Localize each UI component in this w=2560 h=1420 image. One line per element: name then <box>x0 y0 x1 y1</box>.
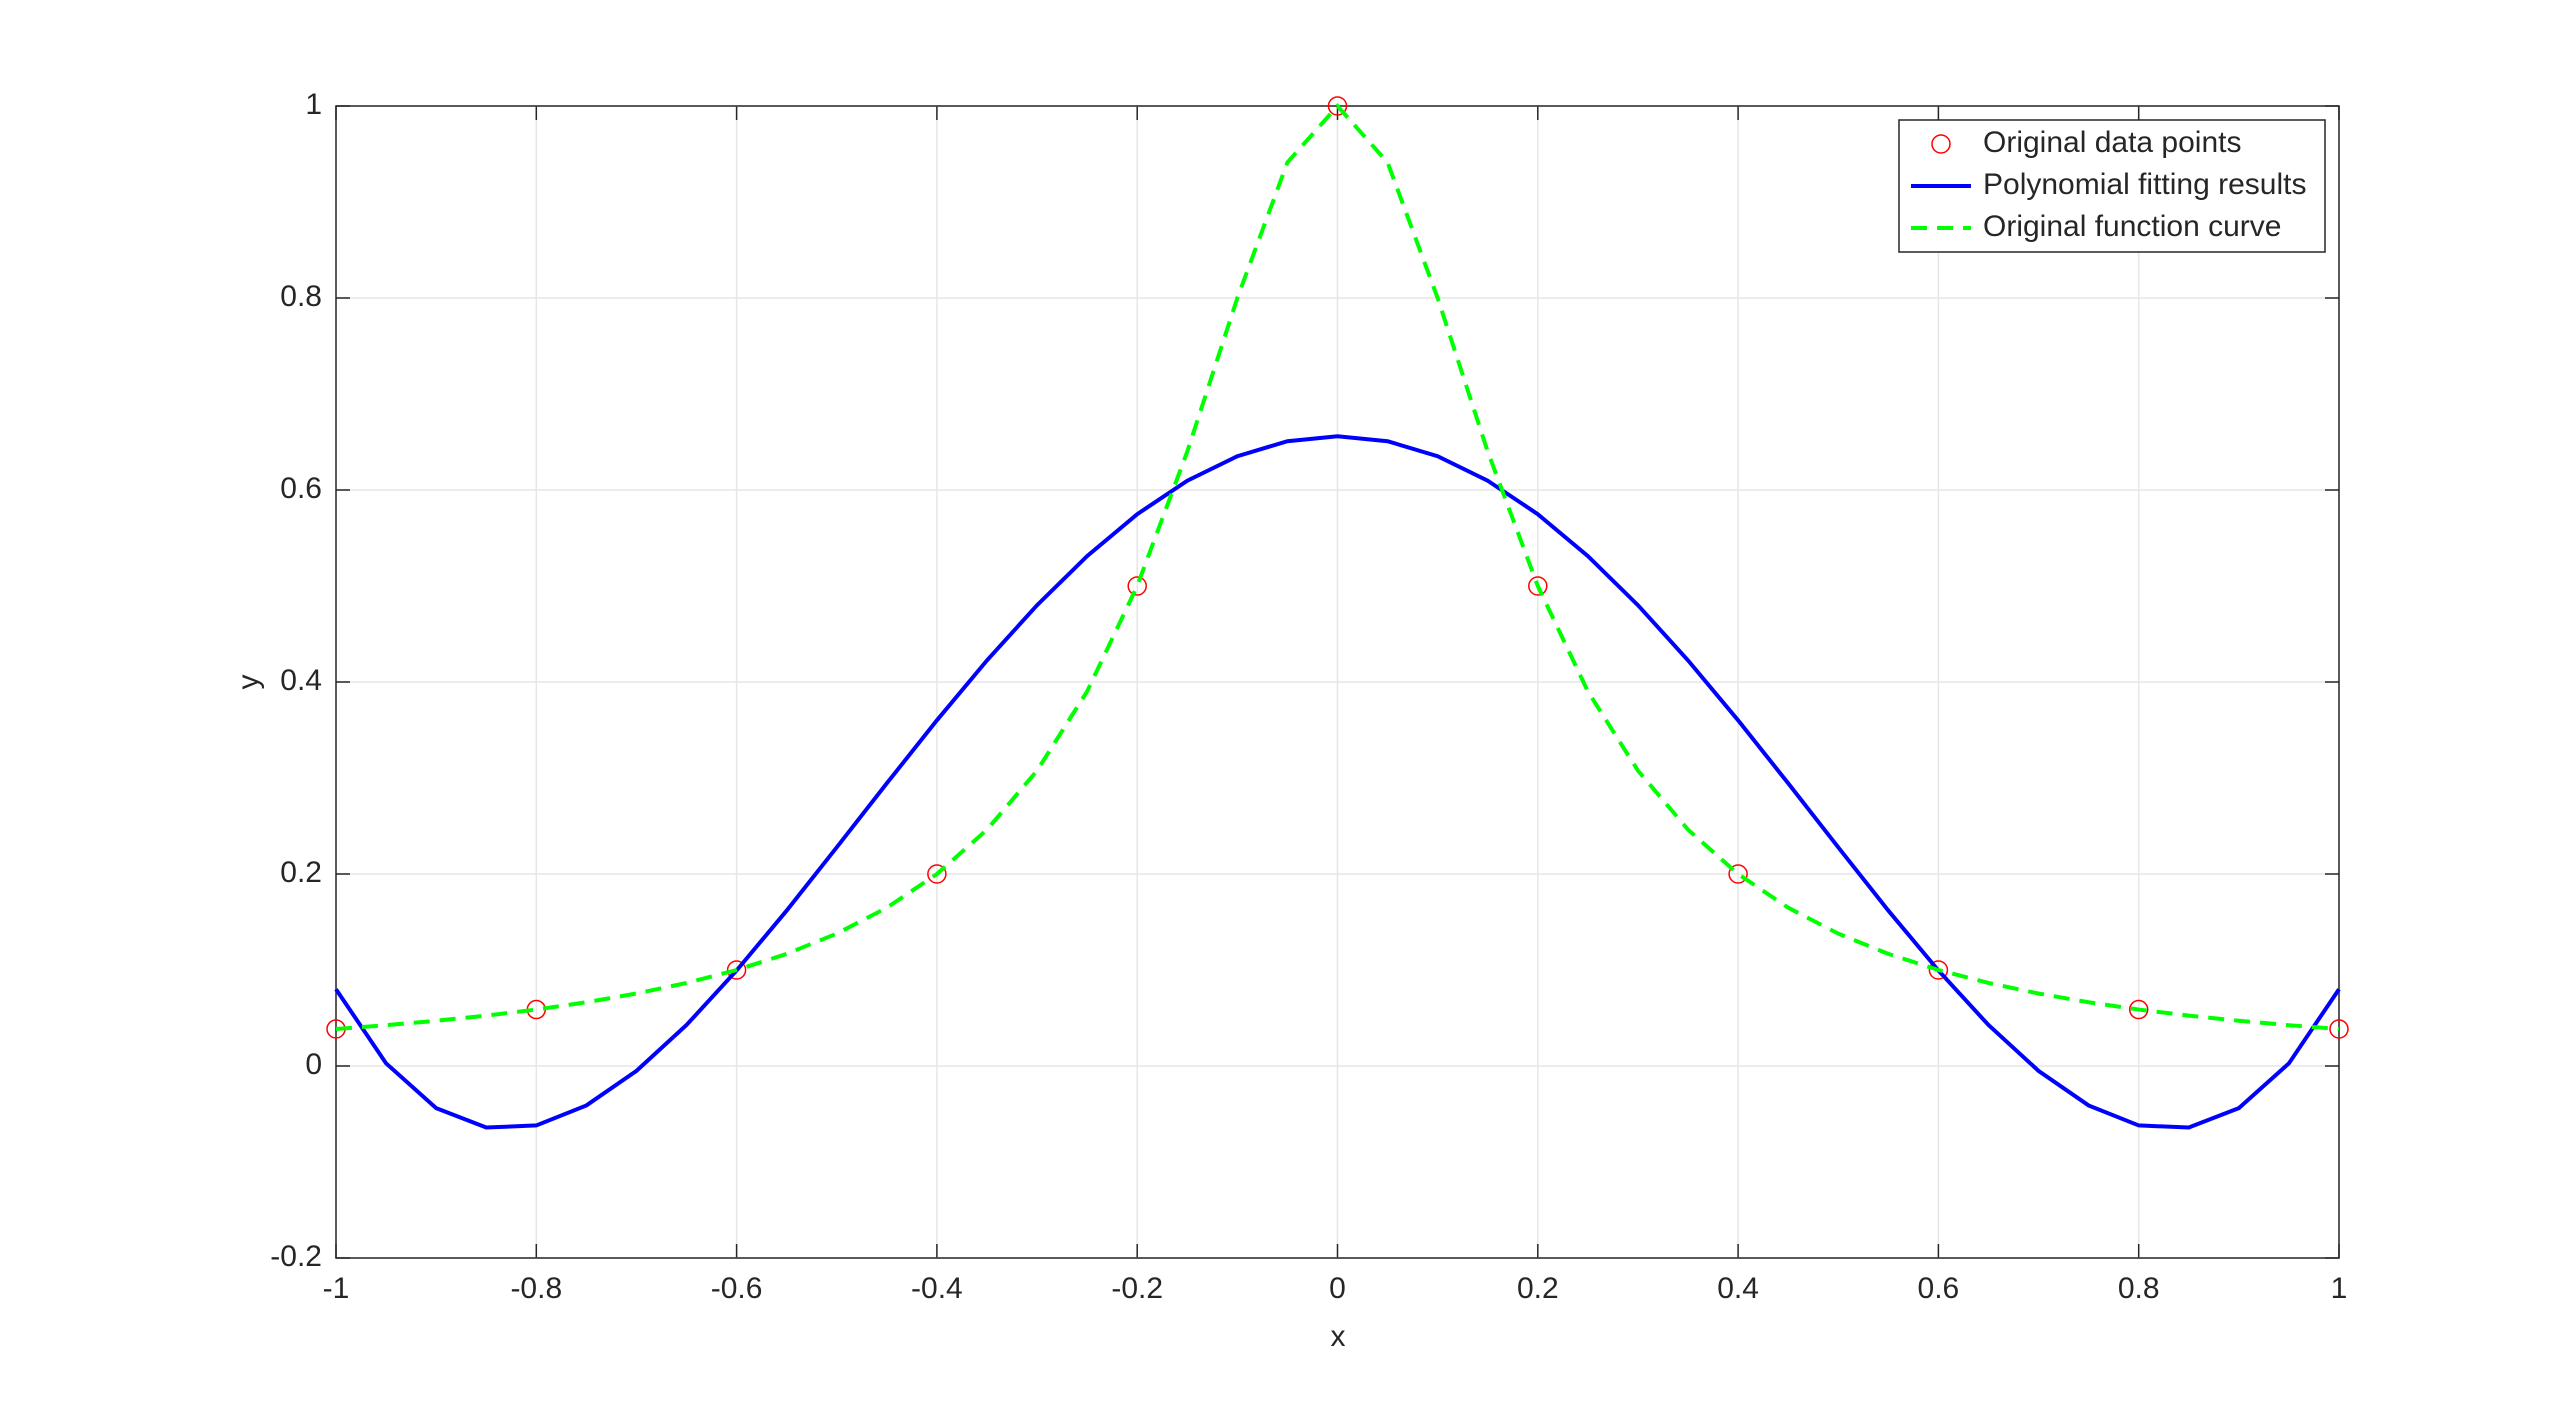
x-tick-label: 0 <box>1329 1272 1346 1305</box>
series-line <box>334 434 2341 1130</box>
series-line <box>335 102 2340 1032</box>
x-tick-label: -0.4 <box>911 1272 963 1305</box>
legend-label: Polynomial fitting results <box>1983 168 2306 201</box>
y-tick-label: 0.8 <box>280 280 322 313</box>
data-point <box>726 960 747 980</box>
x-tick-label: 0.4 <box>1717 1272 1759 1305</box>
data-point <box>2128 999 2149 1020</box>
legend-label: Original function curve <box>1983 210 2281 243</box>
y-tick-label: 1 <box>305 88 322 121</box>
x-tick-label: 0.2 <box>1517 1272 1559 1305</box>
y-tick-label: 0 <box>305 1048 322 1081</box>
x-tick-label: -0.2 <box>1111 1272 1163 1305</box>
data-point <box>2329 1019 2349 1039</box>
data-point <box>927 864 947 884</box>
data-point <box>1127 576 1147 596</box>
x-tick-label: -0.6 <box>711 1272 763 1305</box>
x-tick-label: -1 <box>323 1272 350 1305</box>
x-tick-label: 1 <box>2331 1272 2348 1305</box>
y-tick-label: -0.2 <box>270 1240 322 1273</box>
data-point <box>1728 864 1748 884</box>
legend-marker <box>1931 134 1951 154</box>
y-tick-label: 0.2 <box>280 856 322 889</box>
data-point <box>1528 576 1548 596</box>
data-point <box>1928 960 1949 980</box>
x-tick-label: 0.8 <box>2118 1272 2160 1305</box>
x-tick-label: -0.8 <box>510 1272 562 1305</box>
x-tick-label: 0.6 <box>1918 1272 1960 1305</box>
x-axis-label: x <box>1331 1320 1346 1353</box>
legend-label: Original data points <box>1983 126 2242 159</box>
y-axis-label: y <box>232 675 265 690</box>
y-tick-label: 0.4 <box>280 664 322 697</box>
data-point <box>1327 96 1348 116</box>
y-tick-label: 0.6 <box>280 472 322 505</box>
